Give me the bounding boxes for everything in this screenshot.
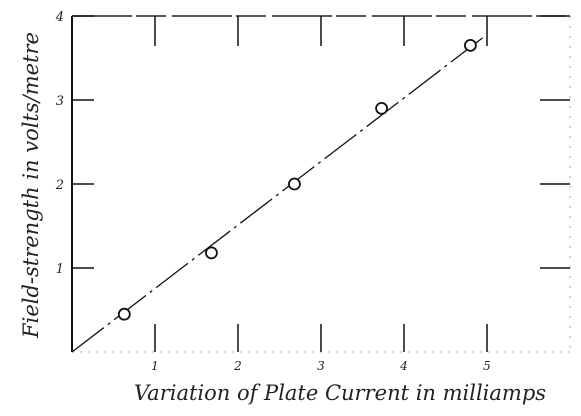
fit-line-group [71, 33, 488, 353]
y-tick-label-2: 2 [55, 178, 64, 193]
data-point-4 [375, 102, 388, 115]
y-tick-label-3: 3 [56, 94, 64, 109]
plot-frame [71, 15, 571, 353]
y-tick-label-4: 4 [55, 10, 64, 25]
data-point-5 [463, 39, 477, 52]
data-point-3 [288, 177, 301, 191]
data-point-2 [205, 246, 218, 260]
x-tick-label-3: 3 [317, 359, 325, 373]
y-tick-label-1: 1 [56, 262, 64, 277]
x-axis-ticks: 1 2 3 4 5 [151, 16, 491, 373]
x-tick-label-2: 2 [233, 359, 242, 373]
x-tick-label-1: 1 [151, 359, 159, 373]
x-axis-label: Variation of Plate Current in milliamps [134, 381, 546, 405]
y-axis-label: Field-strength in volts/metre [19, 32, 43, 339]
data-points [117, 39, 477, 321]
y-axis-ticks: 1 2 3 4 [55, 10, 570, 277]
x-tick-label-4: 4 [399, 359, 408, 373]
data-point-1 [117, 307, 131, 321]
fit-line [71, 33, 488, 353]
x-tick-label-5: 5 [483, 359, 491, 373]
